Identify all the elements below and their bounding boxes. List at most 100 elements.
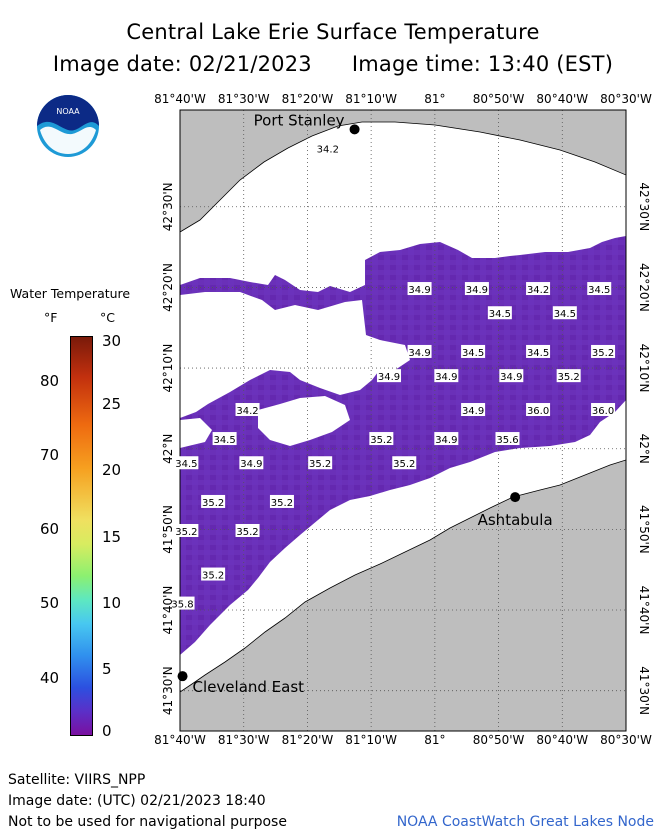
lat-label: 42°N bbox=[637, 434, 651, 464]
disclaimer: Not to be used for navigational purpose bbox=[8, 814, 287, 830]
svg-text:36.0: 36.0 bbox=[527, 406, 549, 417]
lon-label: 81°20'W bbox=[282, 733, 334, 747]
temperature-label: 34.9 bbox=[434, 432, 459, 446]
lon-label: 81°40'W bbox=[154, 92, 206, 106]
temperature-label: 34.9 bbox=[461, 403, 486, 417]
image-time: Image time: 13:40 (EST) bbox=[351, 52, 614, 76]
svg-text:34.9: 34.9 bbox=[408, 348, 430, 359]
lon-label: 81° bbox=[424, 92, 445, 106]
noaa-logo: NOAA bbox=[37, 95, 99, 157]
svg-text:35.6: 35.6 bbox=[496, 435, 518, 446]
temperature-label: 34.9 bbox=[434, 369, 459, 383]
celsius-tick: 10 bbox=[102, 594, 122, 612]
svg-text:35.2: 35.2 bbox=[393, 459, 415, 470]
lat-label: 42°30'N bbox=[161, 182, 175, 231]
svg-text:35.2: 35.2 bbox=[309, 459, 331, 470]
legend-title: Water Temperature bbox=[10, 286, 131, 301]
temperature-label: 34.9 bbox=[407, 282, 432, 296]
svg-text:34.9: 34.9 bbox=[500, 372, 522, 383]
lat-label: 42°20'N bbox=[161, 263, 175, 312]
city-marker: Cleveland East bbox=[177, 671, 305, 696]
temperature-label: 35.8 bbox=[170, 596, 195, 611]
svg-text:34.2: 34.2 bbox=[317, 145, 339, 156]
lat-label: 41°40'N bbox=[637, 586, 651, 635]
temperature-label: 34.5 bbox=[212, 432, 237, 446]
temperature-label: 35.2 bbox=[591, 344, 616, 359]
svg-text:34.9: 34.9 bbox=[435, 372, 457, 383]
image-datetime: Image date: 02/21/2023 Image time: 13:40 … bbox=[0, 52, 666, 76]
fahrenheit-tick: 70 bbox=[40, 446, 60, 464]
lat-label: 42°30'N bbox=[637, 182, 651, 231]
lon-label: 80°30'W bbox=[600, 92, 652, 106]
credit-link[interactable]: NOAA CoastWatch Great Lakes Node bbox=[396, 814, 654, 830]
lat-label: 42°10'N bbox=[161, 344, 175, 393]
temperature-label: 34.5 bbox=[552, 306, 577, 320]
temperature-label: 35.2 bbox=[269, 494, 294, 509]
lon-label: 81°10'W bbox=[345, 733, 397, 747]
temperature-label: 34.9 bbox=[376, 369, 401, 383]
lon-label: 80°30'W bbox=[600, 733, 652, 747]
lon-label: 81°30'W bbox=[218, 733, 270, 747]
celsius-tick: 5 bbox=[102, 660, 112, 678]
temperature-label: 35.2 bbox=[308, 456, 333, 470]
city-marker: Ashtabula bbox=[478, 492, 553, 529]
svg-text:35.2: 35.2 bbox=[271, 498, 293, 509]
svg-text:35.2: 35.2 bbox=[175, 527, 197, 538]
lon-label: 81°30'W bbox=[218, 92, 270, 106]
fahrenheit-tick: 80 bbox=[40, 372, 60, 390]
south-land bbox=[180, 459, 626, 731]
svg-text:34.9: 34.9 bbox=[462, 406, 484, 417]
svg-text:34.9: 34.9 bbox=[435, 435, 457, 446]
celsius-tick: 25 bbox=[102, 395, 122, 413]
svg-text:34.9: 34.9 bbox=[240, 459, 262, 470]
city-label: Cleveland East bbox=[193, 678, 305, 696]
svg-text:34.5: 34.5 bbox=[175, 459, 197, 470]
svg-text:34.2: 34.2 bbox=[236, 406, 258, 417]
temperature-label: 36.0 bbox=[526, 403, 551, 417]
svg-text:NOAA: NOAA bbox=[56, 107, 80, 116]
lon-label: 80°50'W bbox=[473, 92, 525, 106]
temperature-label: 35.2 bbox=[235, 523, 260, 538]
svg-text:34.5: 34.5 bbox=[489, 309, 511, 320]
lat-label: 41°30'N bbox=[637, 666, 651, 715]
color-scale-bar bbox=[70, 336, 93, 736]
temperature-label: 34.2 bbox=[315, 141, 340, 156]
celsius-tick: 15 bbox=[102, 528, 122, 546]
lon-label: 81° bbox=[424, 733, 445, 747]
temperature-label: 34.9 bbox=[499, 369, 524, 383]
city-marker: Port Stanley bbox=[254, 111, 360, 135]
svg-text:34.5: 34.5 bbox=[527, 348, 549, 359]
fahrenheit-tick: 60 bbox=[40, 520, 60, 538]
temperature-label: 34.2 bbox=[235, 403, 260, 417]
svg-text:34.5: 34.5 bbox=[462, 348, 484, 359]
ice-gap bbox=[180, 418, 212, 448]
temperature-label: 34.9 bbox=[464, 282, 489, 296]
svg-text:35.2: 35.2 bbox=[370, 435, 392, 446]
fahrenheit-tick: 50 bbox=[40, 594, 60, 612]
temperature-label: 34.5 bbox=[587, 282, 612, 296]
svg-text:34.5: 34.5 bbox=[213, 435, 235, 446]
temperature-map: 34.2 34.9 34.9 34.2 34.5 34.5 34.5 34.9 34.5 34.5… bbox=[154, 92, 652, 747]
temperature-label: 36.0 bbox=[591, 403, 616, 417]
map-title: Central Lake Erie Surface Temperature bbox=[126, 20, 540, 44]
lat-label: 41°30'N bbox=[161, 666, 175, 715]
satellite-label: Satellite: VIIRS_NPP bbox=[8, 772, 146, 788]
svg-text:35.2: 35.2 bbox=[202, 498, 224, 509]
lat-label: 41°50'N bbox=[637, 505, 651, 554]
city-label: Port Stanley bbox=[254, 111, 345, 129]
svg-text:34.9: 34.9 bbox=[378, 372, 400, 383]
lat-label: 42°20'N bbox=[637, 263, 651, 312]
image-date: Image date: 02/21/2023 bbox=[52, 52, 312, 76]
temperature-label: 35.2 bbox=[392, 456, 417, 470]
temperature-label: 34.5 bbox=[461, 344, 486, 359]
unit-fahrenheit: °F bbox=[44, 310, 58, 325]
svg-text:35.2: 35.2 bbox=[202, 571, 224, 582]
svg-text:35.8: 35.8 bbox=[171, 600, 193, 611]
temperature-label: 35.2 bbox=[201, 494, 226, 509]
svg-text:35.2: 35.2 bbox=[558, 372, 580, 383]
lon-label: 81°40'W bbox=[154, 733, 206, 747]
svg-text:34.2: 34.2 bbox=[527, 285, 549, 296]
temperature-label: 34.5 bbox=[174, 456, 199, 470]
utc-date-label: Image date: (UTC) 02/21/2023 18:40 bbox=[8, 793, 266, 809]
lat-label: 42°10'N bbox=[637, 344, 651, 393]
